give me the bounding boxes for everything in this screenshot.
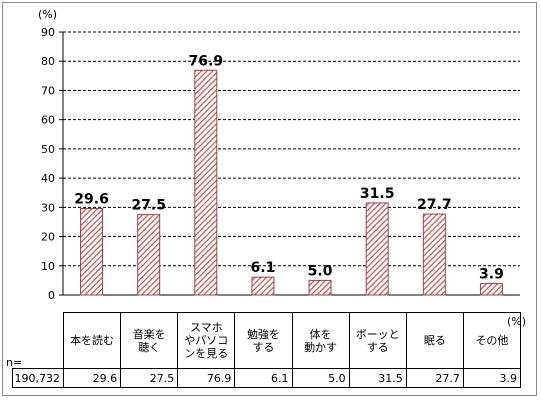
- value-row: 190,732 29.6 27.5 76.9 6.1 5.0 31.5 27.7 3.9: [12, 368, 522, 388]
- table-value: 29.6: [62, 368, 122, 388]
- category-label-line: 聴く: [138, 340, 161, 354]
- category-label-line: やパソコ: [184, 334, 229, 347]
- bar-value-label: 27.7: [417, 197, 452, 213]
- category-label-line: 勉強を: [246, 327, 280, 341]
- bar-value-label: 27.5: [131, 198, 166, 214]
- y-tick-label: 50: [41, 143, 55, 156]
- table-value: 6.1: [234, 368, 293, 388]
- bar-value-label: 31.5: [360, 186, 395, 202]
- category-label-line: 眠る: [423, 334, 446, 347]
- bar: [308, 279, 332, 296]
- category-label-line: 音楽を: [132, 327, 166, 341]
- y-tick-label: 0: [48, 289, 55, 302]
- category-label: 勉強を する: [234, 312, 293, 369]
- y-tick-label: 10: [41, 260, 55, 273]
- y-unit-label: (%): [38, 8, 57, 21]
- bar: [365, 202, 389, 296]
- table-value: 27.5: [120, 368, 179, 388]
- value-labels: 29.6 27.5 76.9 6.1 5.0 31.5 27.7 3.9: [74, 53, 504, 282]
- bar-value-label: 29.6: [74, 192, 109, 208]
- bar-value-label: 76.9: [189, 53, 224, 69]
- category-label: ボーッと する: [348, 312, 407, 369]
- bar: [137, 214, 161, 296]
- category-label-line: ボーッと: [355, 327, 400, 341]
- category-label: 体を 動かす: [291, 312, 350, 369]
- y-tick-label: 90: [41, 26, 55, 39]
- table-value: 5.0: [291, 368, 350, 388]
- n-value: 190,732: [12, 368, 64, 388]
- category-label-line: 本を読む: [70, 334, 115, 347]
- table-value: 27.7: [405, 368, 464, 388]
- category-label: スマホ やパソコ ンを見る: [177, 312, 236, 369]
- bar: [251, 276, 275, 296]
- category-label: その他: [462, 312, 522, 369]
- data-table: 本を読む 音楽を 聴く スマホ やパソコ ンを見る 勉強を する 体を 動かす ボーッと する 眠る その…: [12, 312, 522, 388]
- category-label-line: する: [366, 340, 389, 354]
- y-axis: 0 10 20 30 40 50 60 70 80 90: [41, 26, 520, 302]
- category-label: 眠る: [405, 312, 464, 369]
- category-label-line: スマホ: [189, 321, 223, 334]
- bar: [479, 283, 503, 296]
- category-label-line: する: [252, 340, 275, 354]
- category-label-line: 動かす: [304, 340, 338, 354]
- bar-value-label: 5.0: [308, 263, 333, 279]
- y-tick-label: 60: [41, 114, 55, 127]
- bar-value-label: 6.1: [251, 260, 276, 276]
- y-tick-label: 40: [41, 172, 55, 185]
- table-value: 76.9: [177, 368, 236, 388]
- bar: [194, 69, 218, 296]
- y-tick-label: 80: [41, 55, 55, 68]
- grid-lines: [63, 31, 520, 267]
- corner-cell: [12, 312, 64, 369]
- category-label-line: その他: [475, 334, 509, 347]
- category-label-line: ンを見る: [184, 347, 229, 360]
- bar: [80, 208, 104, 296]
- table-value: 31.5: [348, 368, 407, 388]
- category-label: 音楽を 聴く: [120, 312, 179, 369]
- bar: [422, 213, 446, 296]
- y-tick-label: 30: [41, 201, 55, 214]
- y-tick-label: 20: [41, 231, 55, 244]
- bar-value-label: 3.9: [479, 267, 504, 283]
- table-value: 3.9: [462, 368, 522, 388]
- category-label-line: 体を: [309, 327, 332, 341]
- category-row: 本を読む 音楽を 聴く スマホ やパソコ ンを見る 勉強を する 体を 動かす ボーッと する 眠る その…: [12, 312, 522, 369]
- bars: [80, 69, 503, 296]
- category-label: 本を読む: [62, 312, 122, 369]
- y-tick-label: 70: [41, 84, 55, 97]
